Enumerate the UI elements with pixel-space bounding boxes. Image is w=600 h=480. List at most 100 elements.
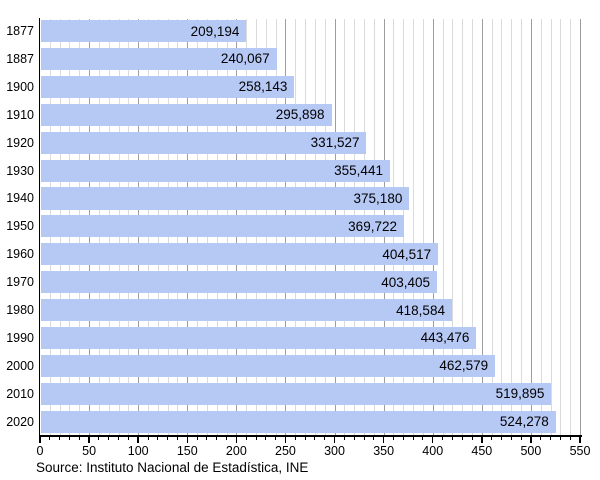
year-label-2020: 2020 [6, 414, 34, 429]
bar-2010: 519,895 [41, 382, 552, 405]
x-minor-tick [461, 436, 463, 440]
x-major-tick [39, 436, 41, 443]
bar-1900: 258,143 [41, 75, 295, 98]
x-tick-label-0: 0 [36, 444, 44, 458]
bar-value-label: 375,180 [353, 190, 403, 206]
bar-value-label: 331,527 [310, 135, 360, 151]
x-tick-label-450: 450 [471, 444, 493, 458]
x-minor-tick [49, 436, 51, 440]
x-minor-tick [167, 436, 169, 440]
year-label-1900: 1900 [6, 79, 34, 94]
bar-value-label: 295,898 [275, 107, 325, 123]
x-tick-label-400: 400 [422, 444, 444, 458]
bar-1970: 403,405 [41, 271, 438, 294]
year-label-1930: 1930 [6, 163, 34, 178]
x-major-tick [284, 436, 287, 443]
bar-value-label: 403,405 [381, 274, 431, 290]
x-minor-tick [363, 436, 365, 440]
x-minor-tick [540, 436, 542, 440]
year-label-1910: 1910 [6, 107, 34, 122]
x-major-tick [186, 436, 189, 443]
bar-value-label: 519,895 [495, 386, 545, 402]
y-axis-line [38, 18, 40, 437]
major-gridline [530, 19, 532, 435]
bar-value-label: 524,278 [499, 414, 549, 430]
x-minor-tick [353, 436, 355, 440]
x-minor-tick [569, 436, 571, 440]
x-minor-tick [108, 436, 110, 440]
x-minor-tick [442, 436, 444, 440]
minor-gridline [560, 19, 562, 435]
minor-gridline [501, 19, 503, 435]
x-major-tick [235, 436, 238, 443]
x-minor-tick [78, 436, 80, 440]
bar-value-label: 404,517 [382, 246, 432, 262]
x-major-tick [333, 436, 336, 443]
x-minor-tick [59, 436, 61, 440]
bar-value-label: 258,143 [238, 79, 288, 95]
x-minor-tick [314, 436, 316, 440]
x-tick-label-550: 550 [569, 444, 591, 458]
minor-gridline [550, 19, 552, 435]
minor-gridline [472, 19, 473, 435]
minor-gridline [462, 19, 464, 435]
bar-1930: 355,441 [41, 159, 390, 182]
x-minor-tick [343, 436, 345, 440]
x-minor-tick [392, 436, 394, 440]
x-minor-tick [471, 436, 473, 440]
x-tick-label-500: 500 [520, 444, 542, 458]
minor-gridline [442, 19, 444, 435]
x-minor-tick [373, 436, 375, 440]
x-minor-tick [510, 436, 512, 440]
x-axis-line [38, 435, 582, 437]
major-gridline [481, 19, 483, 435]
x-tick-label-100: 100 [127, 444, 149, 458]
bar-value-label: 369,722 [348, 218, 397, 234]
x-minor-tick [206, 436, 208, 440]
x-tick-label-250: 250 [275, 444, 296, 458]
x-minor-tick [491, 436, 493, 440]
x-major-tick [382, 436, 385, 443]
x-minor-tick [451, 436, 453, 440]
x-minor-tick [520, 436, 522, 440]
year-label-1950: 1950 [6, 219, 34, 234]
x-tick-label-50: 50 [82, 444, 97, 458]
x-minor-tick [265, 436, 267, 440]
bar-2020: 524,278 [41, 410, 556, 433]
bar-1990: 443,476 [41, 326, 477, 350]
x-minor-tick [147, 436, 149, 440]
x-major-tick [137, 436, 139, 443]
x-minor-tick [550, 436, 552, 440]
x-minor-tick [304, 436, 306, 440]
x-minor-tick [98, 436, 100, 440]
minor-gridline [521, 19, 523, 435]
minor-gridline [540, 19, 542, 435]
year-label-2000: 2000 [6, 358, 34, 373]
bar-value-label: 240,067 [220, 51, 270, 67]
bar-1950: 369,722 [41, 215, 404, 238]
minor-gridline [511, 19, 513, 435]
bar-1910: 295,898 [41, 103, 332, 126]
x-tick-label-150: 150 [176, 444, 198, 458]
year-label-2010: 2010 [6, 386, 34, 401]
x-minor-tick [275, 436, 277, 440]
bar-1960: 404,517 [41, 243, 439, 266]
x-minor-tick [294, 436, 296, 440]
bar-value-label: 418,584 [396, 302, 445, 318]
bar-1877: 209,194 [41, 20, 247, 43]
minor-gridline [413, 19, 415, 435]
bar-1920: 331,527 [41, 131, 367, 154]
bar-value-label: 355,441 [334, 163, 383, 179]
major-gridline [580, 19, 581, 435]
x-minor-tick [255, 436, 257, 440]
x-minor-tick [157, 436, 159, 440]
bar-1940: 375,180 [41, 187, 410, 210]
minor-gridline [422, 19, 424, 435]
x-tick-label-200: 200 [225, 444, 247, 458]
year-label-1920: 1920 [6, 135, 34, 150]
x-major-tick [579, 436, 581, 443]
x-minor-tick [68, 436, 70, 440]
year-label-1990: 1990 [6, 330, 34, 345]
minor-gridline [491, 19, 493, 435]
